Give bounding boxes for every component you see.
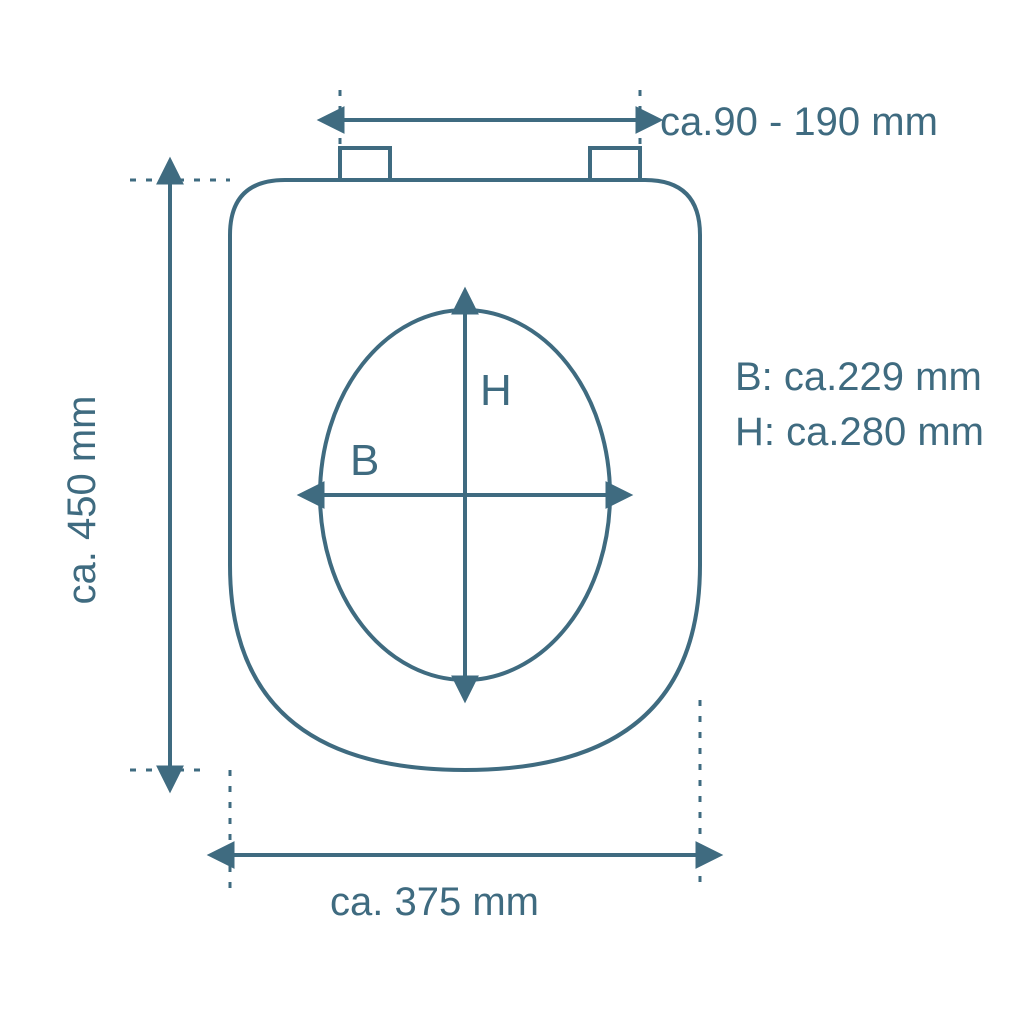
dimension-diagram: ca.90 - 190 mm ca. 375 mm B: ca.229 mm H: c… [0,0,1024,1024]
label-width: ca. 375 mm [330,880,539,924]
hinge-left [340,148,390,180]
label-hinge-spacing: ca.90 - 190 mm [660,100,938,144]
label-inner-b: B: ca.229 mm [735,355,982,399]
label-height: ca. 450 mm [60,396,104,605]
hinge-right [590,148,640,180]
letter-b: B [350,436,379,485]
label-inner-h: H: ca.280 mm [735,410,984,454]
letter-h: H [480,366,512,415]
